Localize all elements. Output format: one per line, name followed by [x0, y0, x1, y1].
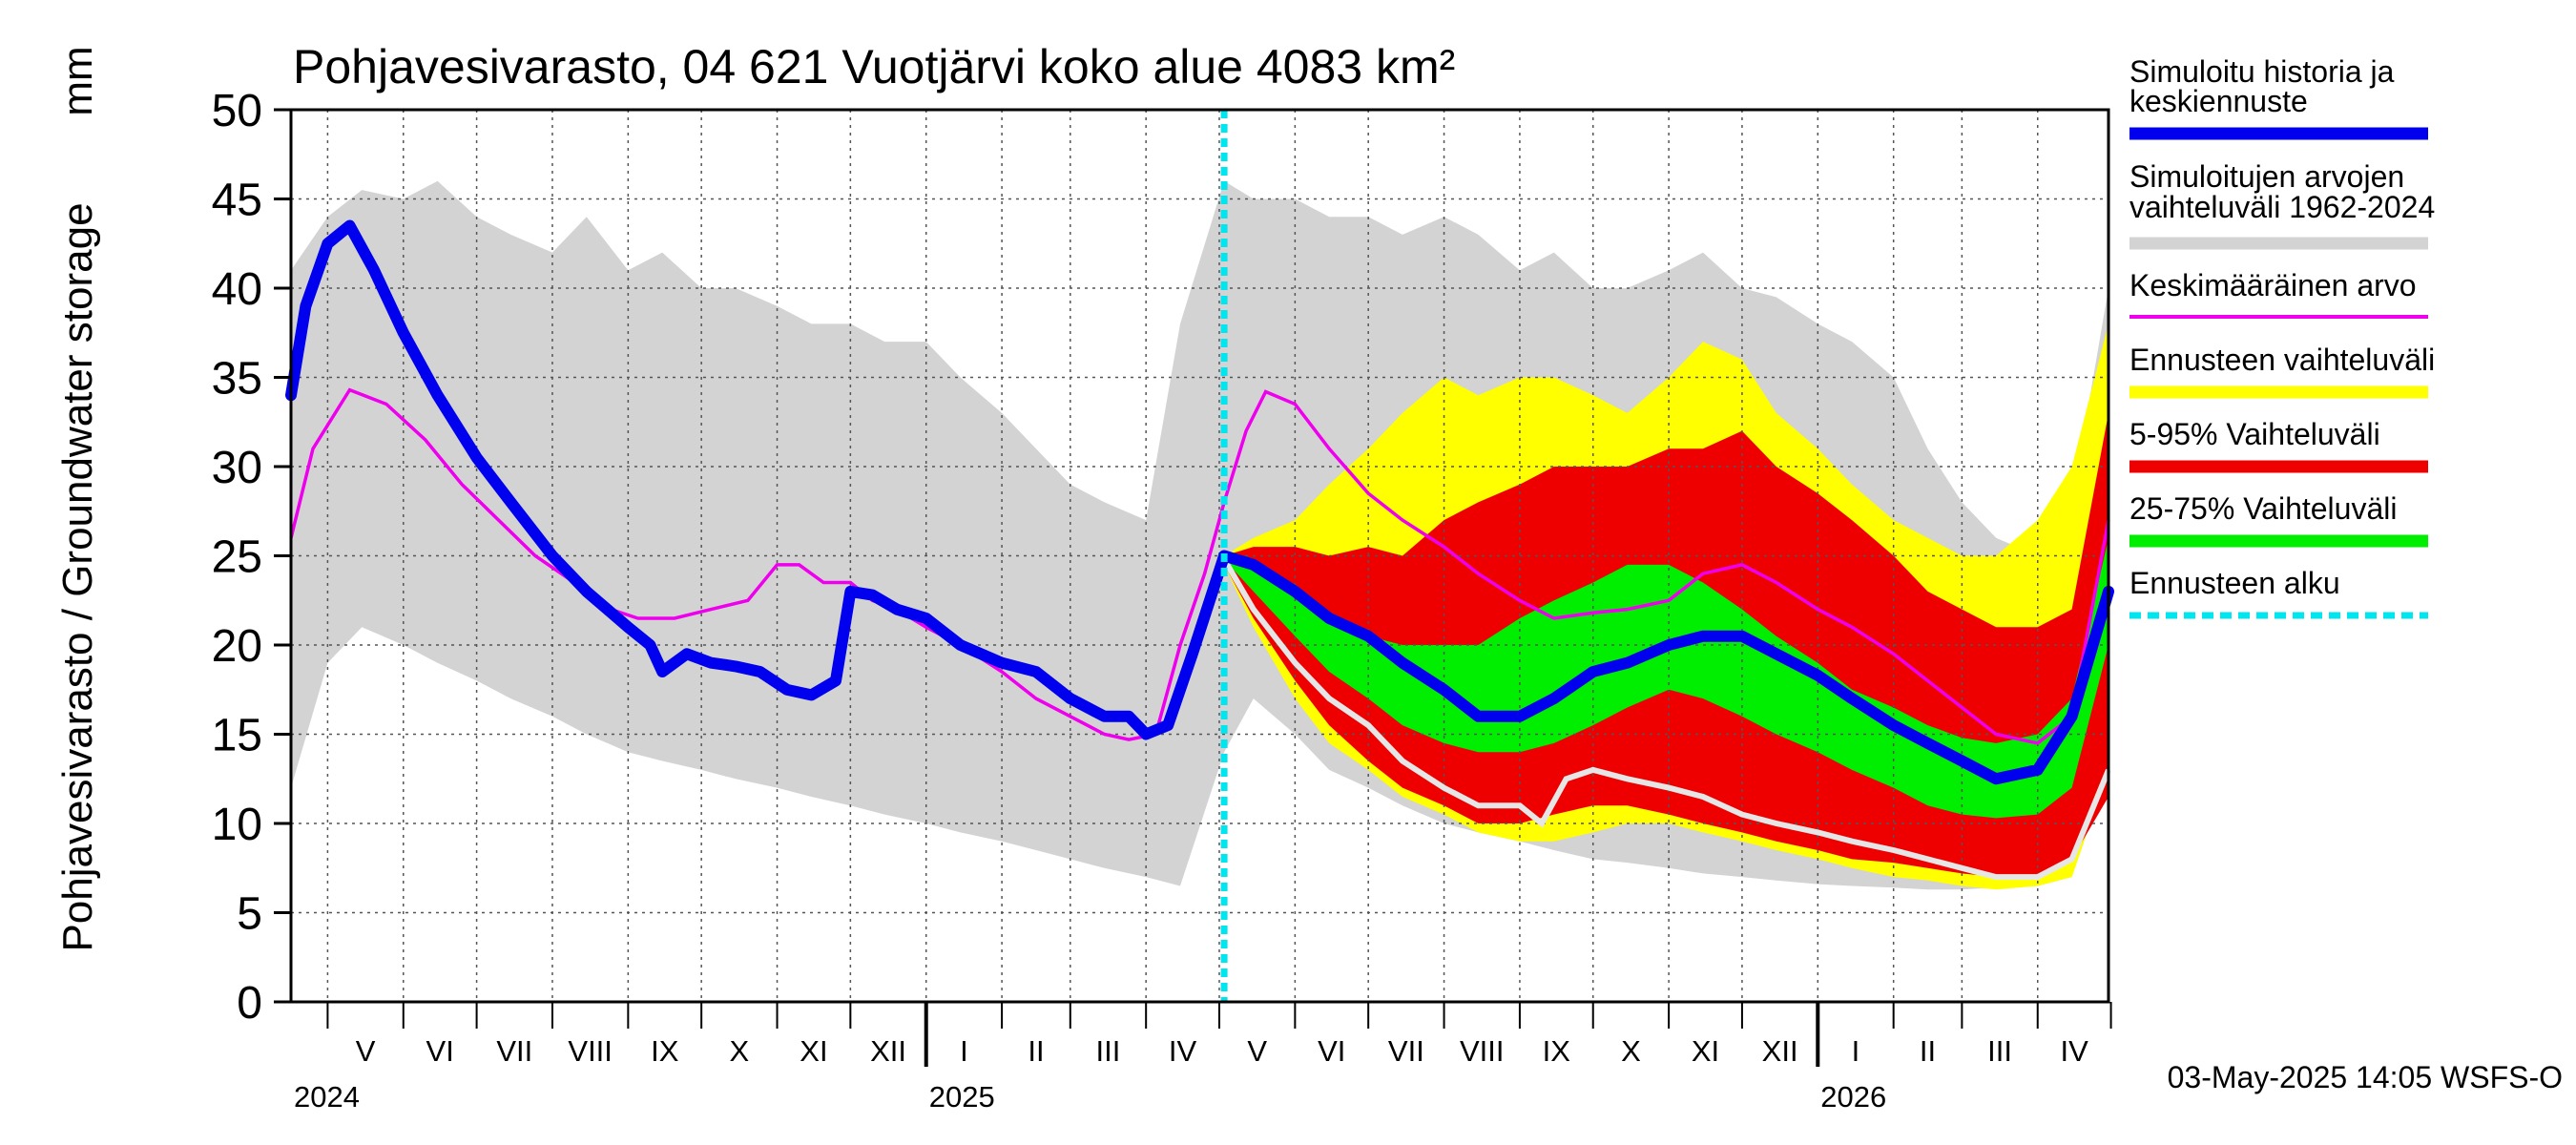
- month-tick-label: VIII: [1460, 1034, 1505, 1068]
- y-tick-label: 5: [237, 889, 262, 940]
- y-tick-label: 30: [212, 443, 262, 493]
- month-tick-label: XII: [870, 1034, 906, 1068]
- month-tick-label: X: [730, 1034, 750, 1068]
- legend-label-25-75: 25-75% Vaihteluväli: [2129, 491, 2397, 526]
- y-tick-label: 40: [212, 264, 262, 315]
- legend-label-forecast-range: Ennusteen vaihteluväli: [2129, 343, 2435, 377]
- plot-area: [285, 108, 2114, 1004]
- y-tick-label: 50: [212, 86, 262, 136]
- month-tick-label: II: [1028, 1034, 1044, 1068]
- month-tick-label: XI: [800, 1034, 827, 1068]
- forecast-green-layer: [1224, 537, 2109, 819]
- month-tick-label: IV: [1169, 1034, 1197, 1068]
- month-tick-label: I: [960, 1034, 968, 1068]
- month-tick-label: I: [1852, 1034, 1860, 1068]
- y-tick-label: 0: [237, 978, 262, 1029]
- legend-item-forecast-range: Ennusteen vaihteluväli: [2129, 343, 2435, 399]
- y-axis-unit: mm: [54, 46, 101, 115]
- month-tick-label: V: [1247, 1034, 1267, 1068]
- legend-label-main-2: keskiennuste: [2129, 84, 2308, 118]
- legend-item-sim-range: Simuloitujen arvojen vaihteluväli 1962-2…: [2129, 159, 2435, 250]
- month-tick-label: IX: [1543, 1034, 1571, 1068]
- legend-item-forecast-start: Ennusteen alku: [2129, 566, 2428, 619]
- month-tick-label: V: [356, 1034, 376, 1068]
- month-tick-label: II: [1920, 1034, 1936, 1068]
- month-tick-label: X: [1621, 1034, 1641, 1068]
- month-tick-label: VII: [496, 1034, 532, 1068]
- series-lines-layer: [285, 219, 2114, 881]
- timestamp-label: 03-May-2025 14:05 WSFS-O: [2168, 1060, 2563, 1094]
- range-25-75-band: [1224, 537, 2109, 819]
- y-tick-label: 10: [212, 800, 262, 850]
- legend-label-main-1: Simuloitu historia ja: [2129, 54, 2395, 89]
- legend-item-25-75: 25-75% Vaihteluväli: [2129, 491, 2428, 548]
- legend-label-sim-1: Simuloitujen arvojen: [2129, 159, 2404, 194]
- y-tick-label: 45: [212, 176, 262, 226]
- month-tick-label: III: [1987, 1034, 2012, 1068]
- y-tick-label: 25: [212, 532, 262, 583]
- forecast-min-line: [1221, 557, 2111, 881]
- y-axis-label: Pohjavesivarasto / Groundwater storage: [54, 202, 101, 951]
- month-tick-label: XII: [1762, 1034, 1798, 1068]
- chart-title: Pohjavesivarasto, 04 621 Vuotjärvi koko …: [293, 40, 1455, 94]
- legend-label-sim-2: vaihteluväli 1962-2024: [2129, 190, 2435, 224]
- month-tick-label: XI: [1692, 1034, 1719, 1068]
- month-tick-label: VI: [1318, 1034, 1345, 1068]
- year-label: 2025: [929, 1080, 995, 1114]
- month-tick-label: VII: [1388, 1034, 1424, 1068]
- x-axis: V VI VII VIII IX X XI XII I II III IV V VI VII VIII IX X X…: [291, 1000, 2112, 1114]
- legend-label-5-95: 5-95% Vaihteluväli: [2129, 417, 2380, 451]
- y-tick-label: 15: [212, 711, 262, 761]
- month-tick-label: IV: [2061, 1034, 2089, 1068]
- y-ticks: 0 5 10 15 20 25 30 35 40 45 50: [212, 86, 291, 1029]
- y-tick-label: 35: [212, 354, 262, 405]
- month-tick-label: VIII: [568, 1034, 613, 1068]
- month-tick-label: IX: [651, 1034, 679, 1068]
- month-tick-label: III: [1096, 1034, 1121, 1068]
- legend-item-mean: Keskimääräinen arvo: [2129, 268, 2428, 319]
- year-label: 2024: [294, 1080, 360, 1114]
- year-label: 2026: [1820, 1080, 1886, 1114]
- legend-label-forecast-start: Ennusteen alku: [2129, 566, 2340, 600]
- y-tick-label: 20: [212, 621, 262, 672]
- main-series-line: [285, 219, 2114, 785]
- legend-item-main: Simuloitu historia ja keskiennuste: [2129, 54, 2428, 140]
- legend-label-mean: Keskimääräinen arvo: [2129, 268, 2417, 302]
- legend-item-5-95: 5-95% Vaihteluväli: [2129, 417, 2428, 473]
- month-tick-label: VI: [426, 1034, 454, 1068]
